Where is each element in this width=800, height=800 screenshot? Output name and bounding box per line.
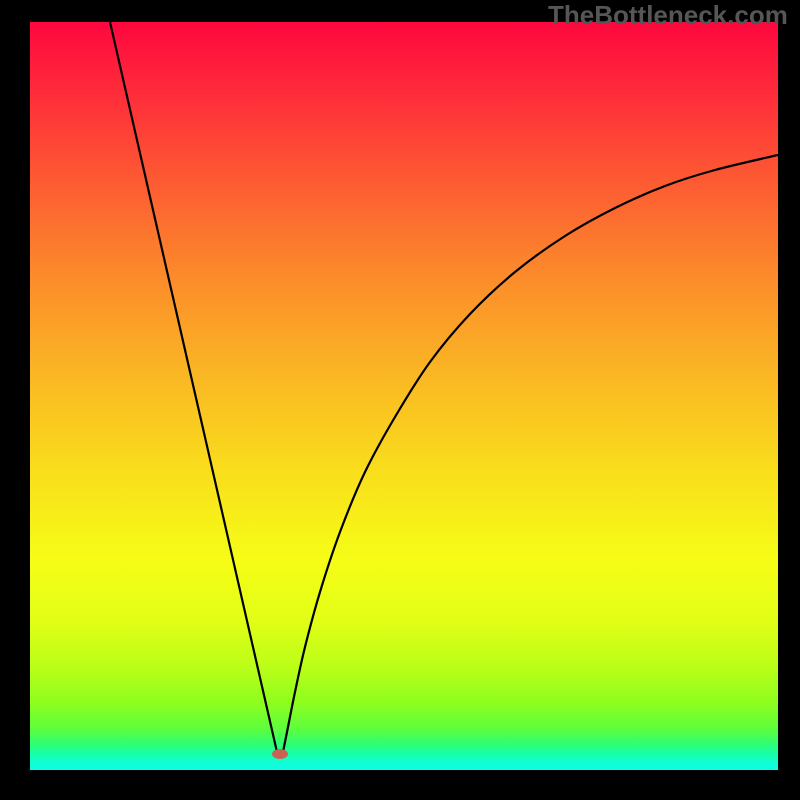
min-marker	[272, 749, 288, 759]
curve-layer	[30, 22, 778, 770]
border-bottom	[0, 770, 800, 800]
border-right	[778, 0, 800, 800]
watermark-text: TheBottleneck.com	[548, 0, 788, 31]
curve-right-branch	[283, 155, 778, 752]
curve-left-branch	[110, 22, 277, 752]
border-left	[0, 0, 30, 800]
chart-frame: TheBottleneck.com	[0, 0, 800, 800]
plot-area	[30, 22, 778, 770]
